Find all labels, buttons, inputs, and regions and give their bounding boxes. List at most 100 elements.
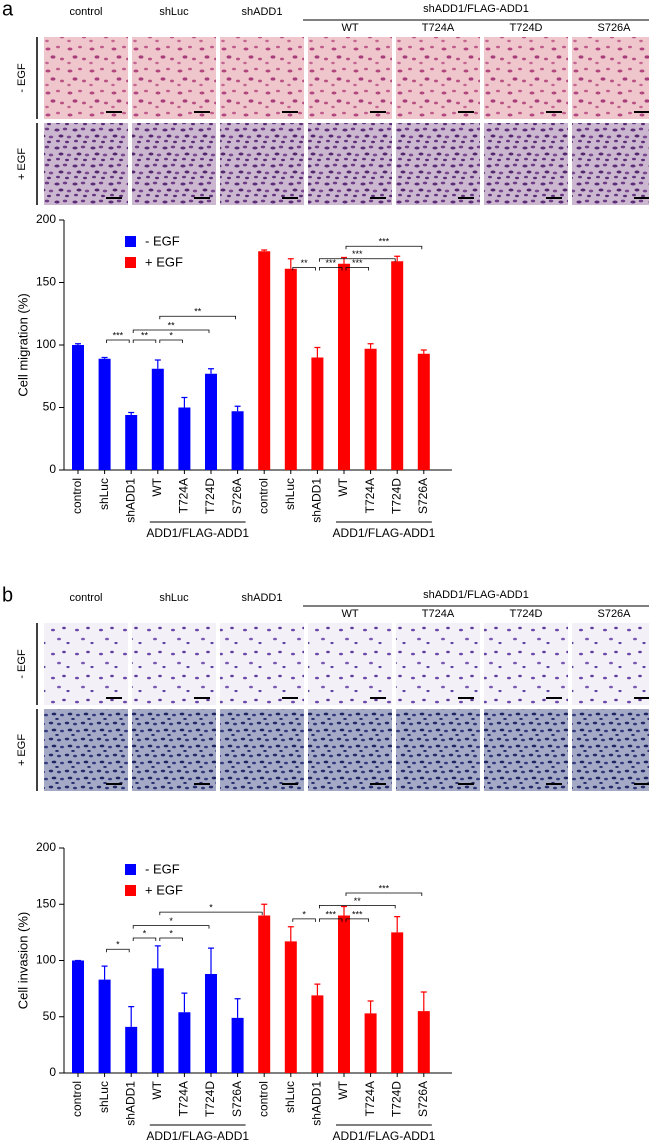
bar [125,1026,138,1073]
significance-label: * [169,928,173,938]
micrograph [220,123,304,205]
bar [364,348,377,470]
significance-bracket [132,937,157,941]
micrograph [44,123,128,205]
micrograph [484,123,568,205]
y-tick-label: 200 [36,840,56,854]
column-label: shADD1 [242,592,283,604]
x-tick-label: T724D [389,478,403,514]
significance-bracket [319,258,396,262]
micrograph [396,37,480,119]
micrograph [44,709,128,791]
column-label: S726A [597,608,631,620]
legend-label: - EGF [145,861,180,876]
significance-bracket [345,267,369,271]
bar [98,358,111,470]
significance-label: * [209,903,213,913]
y-tick-label: 50 [43,1009,57,1023]
error-bar [261,903,268,916]
error-bar [181,992,188,1013]
x-tick-label: shLuc [283,478,297,510]
column-label: T724D [509,22,542,34]
y-tick-label: 100 [36,337,56,351]
significance-bracket [319,918,343,922]
x-tick-label: shLuc [97,1081,111,1113]
bar [231,1017,244,1073]
bar [125,415,138,470]
x-tick-label: shLuc [283,1081,297,1113]
significance-bracket [159,911,263,916]
column-label: T724A [422,22,455,34]
significance-label: * [169,330,173,340]
x-tick-label: T724D [203,1081,217,1117]
y-axis-label: Cell migration (%) [15,293,30,396]
y-tick-label: 100 [36,953,56,967]
significance-bracket [345,245,423,250]
micrograph [308,37,392,119]
micrograph [572,123,649,205]
x-tick-label: S726A [416,478,430,514]
bar [417,1011,430,1073]
significance-bracket [345,892,423,896]
micrograph [132,123,216,205]
column-label: control [69,6,102,18]
micrograph [44,623,128,705]
significance-label: ** [301,258,309,268]
significance-label: * [169,916,173,926]
error-bar [128,1006,135,1027]
panel-label: a [2,0,14,20]
error-bar [341,905,347,916]
error-bar [420,349,427,354]
x-tick-label: control [256,478,270,514]
micrograph [396,709,480,791]
legend-swatch [125,885,136,896]
bar [178,1012,191,1073]
x-tick-label: WT [336,477,350,496]
micrograph [484,37,568,119]
micrograph [308,123,392,205]
panel-label: b [2,584,13,606]
significance-label: ** [194,307,202,317]
significance-label: *** [325,258,336,268]
column-label: shLuc [159,592,189,604]
column-label: WT [341,22,358,34]
x-tick-label: shADD1 [123,1081,137,1126]
error-bar [367,1000,374,1014]
x-tick-label: T724D [389,1081,403,1117]
micrograph [572,37,649,119]
significance-label: * [143,928,147,938]
significance-bracket [132,329,210,333]
row-label: + EGF [16,734,28,766]
bar [284,941,297,1073]
row-label: - EGF [16,63,28,93]
micrograph [572,709,649,791]
x-tick-label: S726A [230,478,244,514]
micrograph [220,37,304,119]
y-tick-label: 0 [49,462,56,476]
group-label: ADD1/FLAG-ADD1 [146,526,249,540]
significance-label: ** [354,896,362,906]
bar [338,263,350,470]
error-bar [394,916,401,933]
significance-label: ** [168,320,176,330]
group-label: ADD1/FLAG-ADD1 [146,1129,249,1143]
x-tick-label: shADD1 [310,478,324,523]
micrograph [308,709,392,791]
bar [151,368,164,470]
x-tick-label: WT [150,477,164,496]
row-label: + EGF [16,148,28,180]
significance-bracket [319,267,343,271]
significance-bracket [106,339,130,343]
error-bar [234,405,241,412]
group-label: shADD1/FLAG-ADD1 [423,589,529,601]
error-bar [314,346,321,358]
x-tick-label: WT [336,1080,350,1099]
legend-label: + EGF [145,882,183,897]
y-tick-label: 150 [36,275,56,289]
error-bar [101,356,108,359]
micrograph [308,623,392,705]
error-bar [394,255,401,262]
bar [391,261,404,470]
column-label: shADD1 [242,6,283,18]
bar [417,353,430,470]
